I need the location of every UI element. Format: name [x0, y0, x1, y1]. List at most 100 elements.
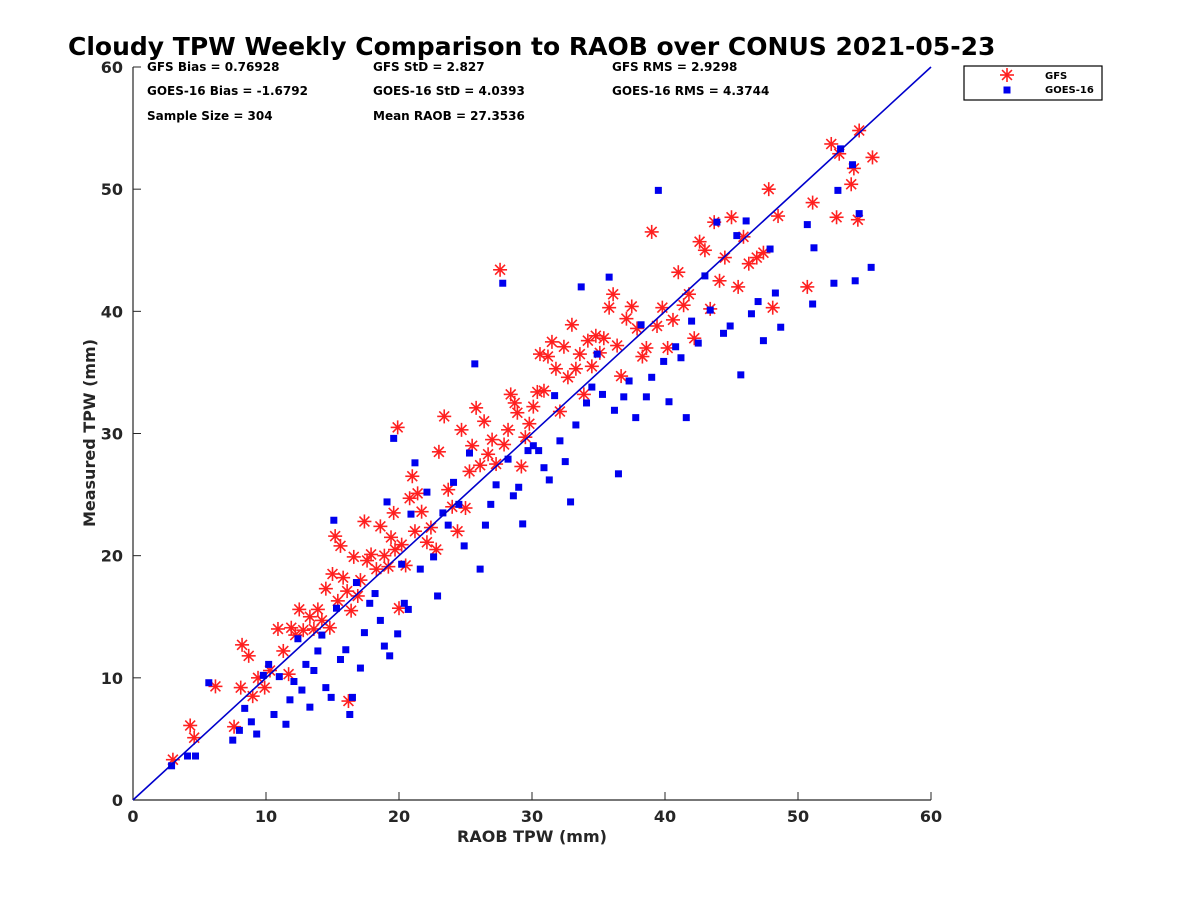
gfs-point: [489, 457, 504, 472]
goes16-point: [294, 635, 302, 643]
goes16-point: [404, 605, 412, 613]
goes16-point: [610, 406, 618, 414]
stat-gfs-std: GFS StD = 2.827: [373, 60, 485, 74]
goes16-point: [430, 553, 438, 561]
goes16-point: [588, 383, 596, 391]
gfs-point: [208, 679, 223, 694]
gfs-point: [692, 234, 707, 249]
goes16-point: [737, 371, 745, 379]
gfs-point: [284, 620, 299, 635]
gfs-point: [233, 680, 248, 695]
gfs-point: [296, 623, 311, 638]
x-tick-label: 30: [521, 807, 543, 826]
gfs-point: [281, 667, 296, 682]
goes16-point: [290, 677, 298, 685]
y-tick-label: 60: [101, 58, 123, 77]
goes16-point: [390, 434, 398, 442]
goes16-point: [286, 696, 294, 704]
goes16-point: [366, 599, 374, 607]
gfs-point: [564, 317, 579, 332]
gfs-point: [346, 549, 361, 564]
gfs-point: [336, 570, 351, 585]
y-tick-label: 10: [101, 669, 123, 688]
goes16-point: [672, 343, 680, 351]
goes16-point: [771, 289, 779, 297]
goes16-point: [371, 590, 379, 598]
goes16-point: [376, 616, 384, 624]
goes16-point: [318, 631, 326, 639]
gfs-point: [630, 321, 645, 336]
goes16-series: [168, 145, 875, 770]
gfs-point: [544, 334, 559, 349]
axes: 0 10 20 30 40 50 60 0 10 20 30 40 50 60: [101, 58, 942, 826]
gfs-point: [655, 300, 670, 315]
gfs-point: [507, 395, 522, 410]
gfs-point: [386, 505, 401, 520]
goes16-point: [556, 437, 564, 445]
goes16-point: [168, 762, 176, 770]
gfs-point: [510, 405, 525, 420]
goes16-point: [504, 455, 512, 463]
gfs-point: [540, 349, 555, 364]
goes16-point: [665, 398, 673, 406]
gfs-point: [572, 347, 587, 362]
goes16-point: [346, 710, 354, 718]
gfs-point: [318, 581, 333, 596]
gfs-point: [526, 399, 541, 414]
goes16-point: [332, 604, 340, 612]
goes16-point: [394, 630, 402, 638]
y-tick-label: 0: [112, 791, 123, 810]
goes16-point: [747, 310, 755, 318]
x-tick-label: 0: [127, 807, 138, 826]
gfs-point: [454, 422, 469, 437]
goes16-point: [253, 730, 261, 738]
gfs-point: [437, 409, 452, 424]
gfs-point: [497, 437, 512, 452]
goes16-point: [465, 449, 473, 457]
goes16-point: [348, 693, 356, 701]
y-tick-label: 30: [101, 425, 123, 444]
gfs-point: [576, 387, 591, 402]
goes16-point: [342, 646, 350, 654]
goes16-point: [330, 516, 338, 524]
stat-sample-size: Sample Size = 304: [147, 109, 273, 123]
stat-mean-raob: Mean RAOB = 27.3536: [373, 109, 525, 123]
goes16-point: [383, 498, 391, 506]
gfs-point: [697, 243, 712, 258]
gfs-point: [580, 333, 595, 348]
gfs-point: [310, 602, 325, 617]
gfs-point: [257, 680, 272, 695]
goes16-point: [545, 476, 553, 484]
gfs-point: [450, 524, 465, 539]
goes16-point: [540, 464, 548, 472]
goes16-point: [598, 390, 606, 398]
goes16-point: [583, 399, 591, 407]
gfs-point: [596, 331, 611, 346]
gfs-point: [410, 486, 425, 501]
goes16-point: [867, 263, 875, 271]
goes16-point: [551, 392, 559, 400]
stat-gfs-rms: GFS RMS = 2.9298: [612, 60, 737, 74]
goes16-point: [524, 447, 532, 455]
goes16-point: [259, 671, 267, 679]
goes16-point: [648, 373, 656, 381]
goes16-point: [282, 720, 290, 728]
gfs-point: [377, 548, 392, 563]
goes16-point: [476, 565, 484, 573]
legend-gfs-marker: [1000, 68, 1014, 82]
gfs-point: [373, 519, 388, 534]
gfs-point: [771, 209, 786, 224]
x-tick-label: 40: [654, 807, 676, 826]
gfs-point: [717, 250, 732, 265]
goes16-point: [632, 414, 640, 422]
gfs-point: [644, 224, 659, 239]
gfs-point: [829, 210, 844, 225]
legend-gfs-label: GFS: [1045, 71, 1067, 82]
gfs-point: [518, 430, 533, 445]
gfs-point: [741, 256, 756, 271]
goes16-point: [706, 306, 714, 314]
goes16-point: [809, 300, 817, 308]
gfs-point: [330, 593, 345, 608]
stat-gfs-bias: GFS Bias = 0.76928: [147, 60, 279, 74]
